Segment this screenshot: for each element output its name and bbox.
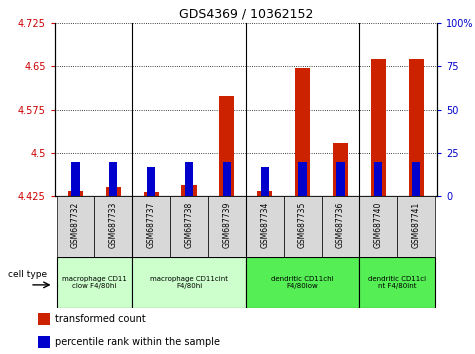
Text: GSM687740: GSM687740 [374,201,383,248]
FancyBboxPatch shape [132,257,246,308]
Text: transformed count: transformed count [55,314,145,324]
Text: GSM687732: GSM687732 [71,201,80,247]
Text: GSM687734: GSM687734 [260,201,269,248]
Bar [295,68,310,196]
Bar [106,187,121,196]
Bar [68,191,83,196]
Text: macrophage CD11
clow F4/80hi: macrophage CD11 clow F4/80hi [62,276,127,289]
Bar [298,162,307,196]
FancyBboxPatch shape [208,196,246,257]
Text: percentile rank within the sample: percentile rank within the sample [55,337,219,347]
Text: GSM687733: GSM687733 [109,201,118,248]
Bar [333,143,348,196]
Bar [261,167,269,196]
Bar [408,59,424,196]
Bar [412,162,420,196]
Text: GSM687741: GSM687741 [412,201,421,247]
Bar [38,336,50,348]
Bar [143,193,159,196]
Bar [181,185,197,196]
Text: dendritic CD11chi
F4/80low: dendritic CD11chi F4/80low [271,276,334,289]
Bar [147,167,155,196]
Bar [257,191,272,196]
FancyBboxPatch shape [246,257,360,308]
FancyBboxPatch shape [284,196,322,257]
Bar [109,162,117,196]
Text: macrophage CD11cint
F4/80hi: macrophage CD11cint F4/80hi [150,276,228,289]
Text: GSM687736: GSM687736 [336,201,345,248]
FancyBboxPatch shape [57,257,132,308]
FancyBboxPatch shape [246,196,284,257]
FancyBboxPatch shape [57,196,95,257]
Bar [371,59,386,196]
Bar [71,162,80,196]
Bar [185,162,193,196]
Text: dendritic CD11ci
nt F4/80int: dendritic CD11ci nt F4/80int [368,276,426,289]
FancyBboxPatch shape [360,257,435,308]
Text: GSM687739: GSM687739 [222,201,231,248]
Bar [374,162,382,196]
Bar [336,162,345,196]
Bar [38,313,50,325]
FancyBboxPatch shape [132,196,170,257]
FancyBboxPatch shape [397,196,435,257]
Text: GSM687738: GSM687738 [184,201,193,247]
Text: GSM687735: GSM687735 [298,201,307,248]
Bar [219,96,235,196]
Text: cell type: cell type [8,270,48,279]
Text: GSM687737: GSM687737 [147,201,156,248]
FancyBboxPatch shape [170,196,208,257]
Bar [223,162,231,196]
Title: GDS4369 / 10362152: GDS4369 / 10362152 [179,7,313,21]
FancyBboxPatch shape [360,196,397,257]
FancyBboxPatch shape [95,196,132,257]
FancyBboxPatch shape [322,196,360,257]
